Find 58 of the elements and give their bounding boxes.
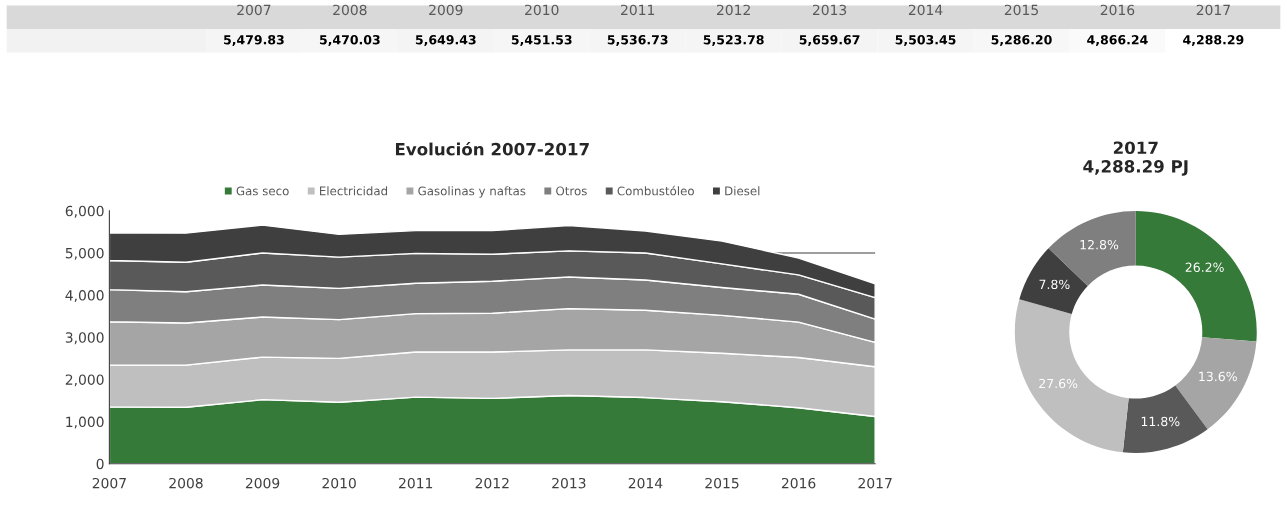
x-tick-label: 2013 [812, 4, 847, 16]
y-tick-label: 2,000 [65, 374, 104, 387]
legend-label: Gas seco [236, 186, 289, 196]
data-label: 4,288.29 [1183, 35, 1244, 47]
legend-label: Diesel [725, 186, 760, 196]
legend-label: Combustóleo [617, 185, 694, 196]
x-tick-label: 2012 [716, 4, 750, 16]
data-label: 12.8% [1080, 239, 1119, 250]
y-tick-label: 5,000 [65, 247, 104, 260]
x-tick-label: 2017 [1196, 4, 1230, 16]
x-tick-label: 2009 [245, 477, 280, 489]
x-tick-label: 2008 [169, 477, 203, 489]
data-label: 5,451.53 [511, 35, 572, 47]
chart-title: Evolución 2007-2017 [395, 141, 589, 156]
x-tick-label: 2010 [525, 4, 559, 16]
donut-slice [1019, 248, 1088, 315]
data-label: 27.6% [1039, 378, 1078, 389]
legend-label: Otros [556, 186, 587, 196]
x-tick-label: 2013 [552, 477, 586, 489]
data-label: 5,470.03 [319, 35, 380, 47]
y-tick-label: 4,000 [65, 290, 104, 303]
legend-label: Electricidad [320, 186, 388, 196]
x-tick-label: 2007 [92, 477, 126, 489]
data-label: 5,536.73 [607, 35, 668, 47]
data-label: 5,659.67 [799, 35, 860, 47]
chart-title: 2017 4,288.29 PJ [1083, 141, 1188, 176]
data-label: 4,866.24 [1087, 35, 1148, 47]
legend-label: Gasolinas y naftas [418, 186, 526, 198]
x-tick-label: 2008 [333, 4, 367, 16]
x-tick-label: 2015 [1004, 4, 1038, 16]
x-tick-label: 2009 [429, 4, 463, 16]
x-tick-label: 2012 [475, 477, 509, 489]
data-label: 5,479.83 [224, 35, 284, 47]
x-tick-label: 2011 [399, 477, 433, 489]
data-label: 5,523.78 [703, 35, 764, 47]
y-tick-label: 6,000 [65, 205, 104, 218]
y-tick-label: 1,000 [66, 416, 104, 429]
x-tick-label: 2016 [781, 477, 816, 489]
x-tick-label: 2015 [705, 477, 739, 489]
data-label: 5,649.43 [415, 35, 476, 47]
donut-slice [1135, 211, 1257, 342]
x-tick-label: 2014 [628, 477, 663, 489]
data-label: 13.6% [1199, 371, 1237, 382]
x-tick-label: 2011 [621, 4, 655, 16]
y-tick-label: 0 [96, 458, 104, 470]
data-label: 7.8% [1039, 279, 1070, 290]
data-label: 5,286.20 [991, 35, 1052, 47]
x-tick-label: 2014 [908, 4, 943, 16]
x-tick-label: 2007 [237, 4, 271, 16]
y-tick-label: 3,000 [65, 332, 104, 345]
donut-slice [1122, 385, 1208, 453]
data-label: 5,503.45 [895, 35, 956, 47]
x-tick-label: 2016 [1100, 4, 1135, 16]
data-label: 26.2% [1185, 262, 1224, 272]
x-tick-label: 2010 [322, 477, 356, 489]
x-tick-label: 2017 [858, 477, 892, 489]
data-label: 11.8% [1141, 416, 1180, 427]
donut-slice [1014, 299, 1129, 453]
